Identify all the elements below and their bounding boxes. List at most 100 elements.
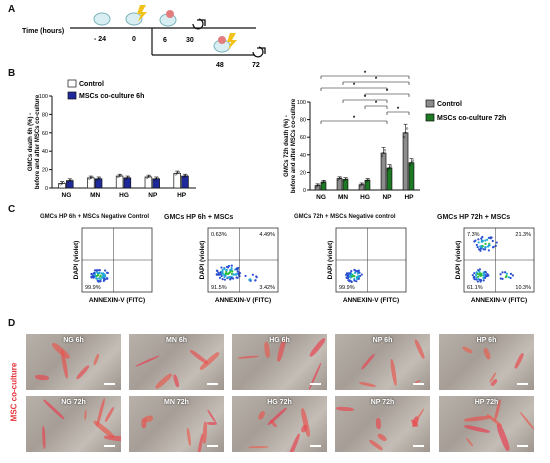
timeline-tick: 48: [216, 62, 224, 69]
data-point: [405, 127, 409, 130]
scale-bar: [104, 383, 115, 385]
event-dot: [509, 272, 513, 275]
x-tick-label: NG: [62, 192, 72, 199]
bar: [314, 185, 321, 191]
msc-cell: [83, 409, 87, 421]
scale-bar: [104, 445, 115, 447]
data-point: [317, 183, 321, 186]
data-point: [98, 176, 102, 179]
event-dot: [480, 240, 483, 243]
event-dot: [99, 280, 102, 283]
event-dot: [495, 241, 498, 244]
micrograph: NG 6h: [26, 334, 121, 390]
event-dot: [226, 266, 230, 269]
event-dot: [477, 248, 481, 251]
scale-bar: [207, 445, 218, 447]
msc-cell: [495, 422, 512, 452]
significance-marker: *: [397, 107, 400, 113]
msc-cell-icon: [166, 10, 174, 18]
flow-title: GMCs HP 6h + MSCs: [164, 214, 234, 221]
data-point: [148, 174, 152, 178]
micrograph-label: NG 6h: [63, 337, 84, 344]
msc-cell: [463, 424, 490, 435]
event-dot: [97, 280, 100, 283]
event-dot: [355, 280, 358, 283]
event-dot: [477, 241, 480, 244]
event-dot: [90, 272, 93, 276]
event-dot: [105, 271, 109, 274]
event-dot: [225, 268, 228, 272]
event-dot: [350, 273, 353, 276]
timeline-tick: 0: [132, 36, 136, 43]
data-point: [339, 176, 343, 179]
bar: [181, 175, 189, 189]
event-dot: [484, 246, 487, 249]
quadrant-ul-value: 0.63%: [211, 232, 227, 238]
significance-marker: *: [375, 77, 378, 83]
event-dot: [218, 273, 222, 276]
event-dot: [235, 268, 238, 271]
harvest-icon: [192, 18, 206, 30]
data-point: [389, 165, 393, 168]
micrograph-label: HP 72h: [474, 399, 499, 406]
legend-swatch: [425, 99, 435, 108]
event-dot: [348, 279, 351, 282]
data-point: [402, 135, 406, 139]
harvest-icon: [252, 46, 266, 58]
bar: [364, 179, 371, 191]
event-dot: [98, 269, 101, 272]
event-dot: [471, 274, 474, 277]
flow-y-axis-label: DAPI (violet): [455, 241, 462, 280]
event-dot: [484, 242, 487, 245]
flow-x-axis-label: ANNEXIN-V (FITC): [343, 297, 399, 304]
bar: [173, 172, 181, 189]
event-dot: [96, 271, 99, 274]
timeline-axis-label: Time (hours): [22, 28, 64, 35]
flow-cytometry-panels: 99.9% ANNEXIN-V (FITC) DAPI (violet) 0.63% 4…: [73, 227, 535, 304]
data-point: [174, 173, 177, 176]
event-dot: [480, 272, 483, 275]
data-point: [388, 166, 391, 170]
y-tick-label: 80: [42, 112, 48, 118]
micrograph-label: MN 6h: [166, 337, 187, 344]
y-axis-label: GMCs death 6h (%) -before and after MSCs…: [28, 94, 41, 189]
event-dot: [478, 273, 481, 276]
flow-y-axis-label: DAPI (violet): [73, 241, 80, 280]
event-dot: [102, 272, 105, 275]
event-dot: [348, 272, 352, 275]
msc-cell: [141, 417, 147, 429]
y-tick-label: 40: [300, 153, 306, 159]
bar: [144, 176, 153, 189]
legend-swatch: [425, 113, 435, 122]
event-dot: [478, 278, 482, 281]
event-dot: [99, 274, 102, 277]
bar: [380, 152, 387, 191]
legend-label: Control: [437, 101, 462, 108]
scale-bar: [413, 383, 424, 385]
data-point: [91, 175, 94, 179]
micrograph: NG 72h: [26, 396, 121, 452]
data-point: [70, 178, 73, 181]
micrograph: NP 72h: [335, 396, 430, 452]
event-dot: [345, 276, 348, 279]
event-dot: [487, 274, 490, 277]
micrograph-label: HG 72h: [267, 399, 292, 406]
event-dot: [230, 267, 233, 270]
event-dot: [477, 275, 480, 278]
event-dot: [485, 275, 488, 278]
event-dot: [360, 273, 363, 276]
panel-letter-b: B: [8, 68, 16, 79]
event-dot: [494, 244, 497, 247]
event-dot: [499, 277, 502, 280]
event-dot: [487, 249, 490, 252]
msc-cell: [359, 381, 377, 389]
legend-label: Control: [79, 81, 104, 88]
event-dot: [104, 278, 107, 281]
panel-letter-a: A: [8, 4, 16, 15]
flow-title: GMCs HP 6h + MSCs Negative Control: [40, 214, 150, 220]
significance-marker: *: [353, 116, 356, 122]
significance-marker: *: [364, 95, 367, 101]
event-dot: [511, 274, 514, 277]
data-point: [323, 180, 327, 183]
msc-cell: [172, 374, 180, 388]
